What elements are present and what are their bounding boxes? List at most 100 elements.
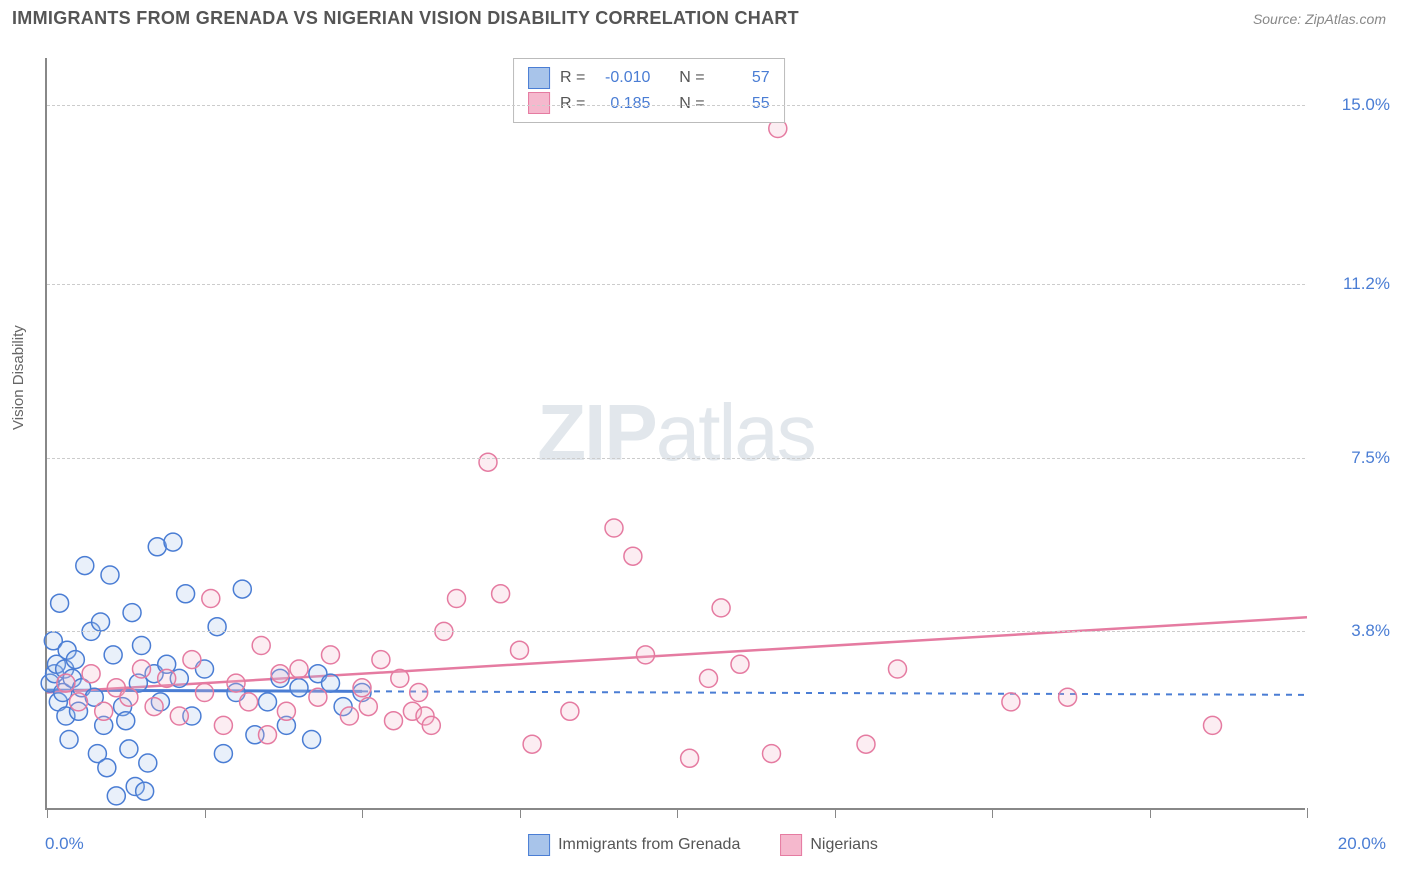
x-tick	[362, 808, 363, 818]
stat-r-label: R =	[560, 65, 585, 91]
stat-n-value: 57	[715, 65, 770, 91]
x-tick	[992, 808, 993, 818]
scatter-plot-svg	[47, 58, 1305, 808]
x-tick	[835, 808, 836, 818]
data-point	[76, 557, 94, 575]
x-tick	[47, 808, 48, 818]
stat-r-value: 0.185	[595, 91, 650, 117]
y-tick-label: 3.8%	[1351, 621, 1390, 641]
data-point	[492, 585, 510, 603]
data-point	[479, 453, 497, 471]
data-point	[139, 754, 157, 772]
data-point	[889, 660, 907, 678]
data-point	[448, 590, 466, 608]
source-attribution: Source: ZipAtlas.com	[1253, 11, 1386, 27]
stat-n-value: 55	[715, 91, 770, 117]
data-point	[120, 740, 138, 758]
legend-item: Nigerians	[780, 834, 878, 856]
gridline	[47, 631, 1305, 632]
data-point	[214, 716, 232, 734]
data-point	[183, 651, 201, 669]
data-point	[233, 580, 251, 598]
data-point	[322, 646, 340, 664]
stat-r-label: R =	[560, 91, 585, 117]
legend-swatch	[780, 834, 802, 856]
chart-title: IMMIGRANTS FROM GRENADA VS NIGERIAN VISI…	[12, 8, 799, 29]
data-point	[177, 585, 195, 603]
data-point	[101, 566, 119, 584]
data-point	[1002, 693, 1020, 711]
legend-stats-box: R = -0.010 N = 57 R = 0.185 N = 55	[513, 58, 785, 123]
legend-stats-row: R = -0.010 N = 57	[528, 65, 770, 91]
data-point	[857, 735, 875, 753]
legend-stats-row: R = 0.185 N = 55	[528, 91, 770, 117]
data-point	[51, 594, 69, 612]
data-point	[104, 646, 122, 664]
data-point	[227, 674, 245, 692]
data-point	[359, 698, 377, 716]
x-tick	[1307, 808, 1308, 818]
data-point	[252, 637, 270, 655]
data-point	[372, 651, 390, 669]
data-point	[259, 693, 277, 711]
x-tick	[205, 808, 206, 818]
data-point	[561, 702, 579, 720]
data-point	[214, 745, 232, 763]
data-point	[303, 731, 321, 749]
data-point	[259, 726, 277, 744]
stat-r-value: -0.010	[595, 65, 650, 91]
data-point	[164, 533, 182, 551]
data-point	[136, 782, 154, 800]
stat-n-label: N =	[679, 65, 704, 91]
bottom-legend: Immigrants from Grenada Nigerians	[528, 834, 878, 856]
y-tick-label: 11.2%	[1343, 274, 1390, 294]
data-point	[605, 519, 623, 537]
data-point	[340, 707, 358, 725]
trend-line-dashed	[362, 691, 1307, 695]
x-axis-min-label: 0.0%	[45, 834, 84, 854]
x-axis-max-label: 20.0%	[1338, 834, 1386, 854]
stat-n-label: N =	[679, 91, 704, 117]
data-point	[107, 787, 125, 805]
data-point	[637, 646, 655, 664]
data-point	[309, 688, 327, 706]
data-point	[202, 590, 220, 608]
data-point	[290, 660, 308, 678]
data-point	[133, 660, 151, 678]
data-point	[240, 693, 258, 711]
chart-plot-area: ZIPatlas R =-0.010 N =57R =0.185 N =55 3…	[45, 58, 1305, 810]
x-tick	[677, 808, 678, 818]
data-point	[133, 637, 151, 655]
y-tick-label: 15.0%	[1342, 95, 1390, 115]
data-point	[145, 698, 163, 716]
data-point	[271, 665, 289, 683]
data-point	[391, 669, 409, 687]
legend-item: Immigrants from Grenada	[528, 834, 740, 856]
legend-swatch	[528, 92, 550, 114]
data-point	[700, 669, 718, 687]
gridline	[47, 284, 1305, 285]
gridline	[47, 105, 1305, 106]
data-point	[57, 674, 75, 692]
data-point	[511, 641, 529, 659]
data-point	[123, 604, 141, 622]
data-point	[158, 669, 176, 687]
gridline	[47, 458, 1305, 459]
x-tick	[520, 808, 521, 818]
legend-label: Immigrants from Grenada	[558, 836, 740, 854]
data-point	[681, 749, 699, 767]
data-point	[98, 759, 116, 777]
data-point	[624, 547, 642, 565]
data-point	[523, 735, 541, 753]
data-point	[277, 702, 295, 720]
data-point	[95, 702, 113, 720]
data-point	[66, 651, 84, 669]
y-axis-label: Vision Disability	[10, 325, 27, 430]
legend-swatch	[528, 834, 550, 856]
data-point	[170, 707, 188, 725]
data-point	[410, 684, 428, 702]
legend-swatch	[528, 67, 550, 89]
data-point	[353, 679, 371, 697]
data-point	[290, 679, 308, 697]
data-point	[120, 688, 138, 706]
